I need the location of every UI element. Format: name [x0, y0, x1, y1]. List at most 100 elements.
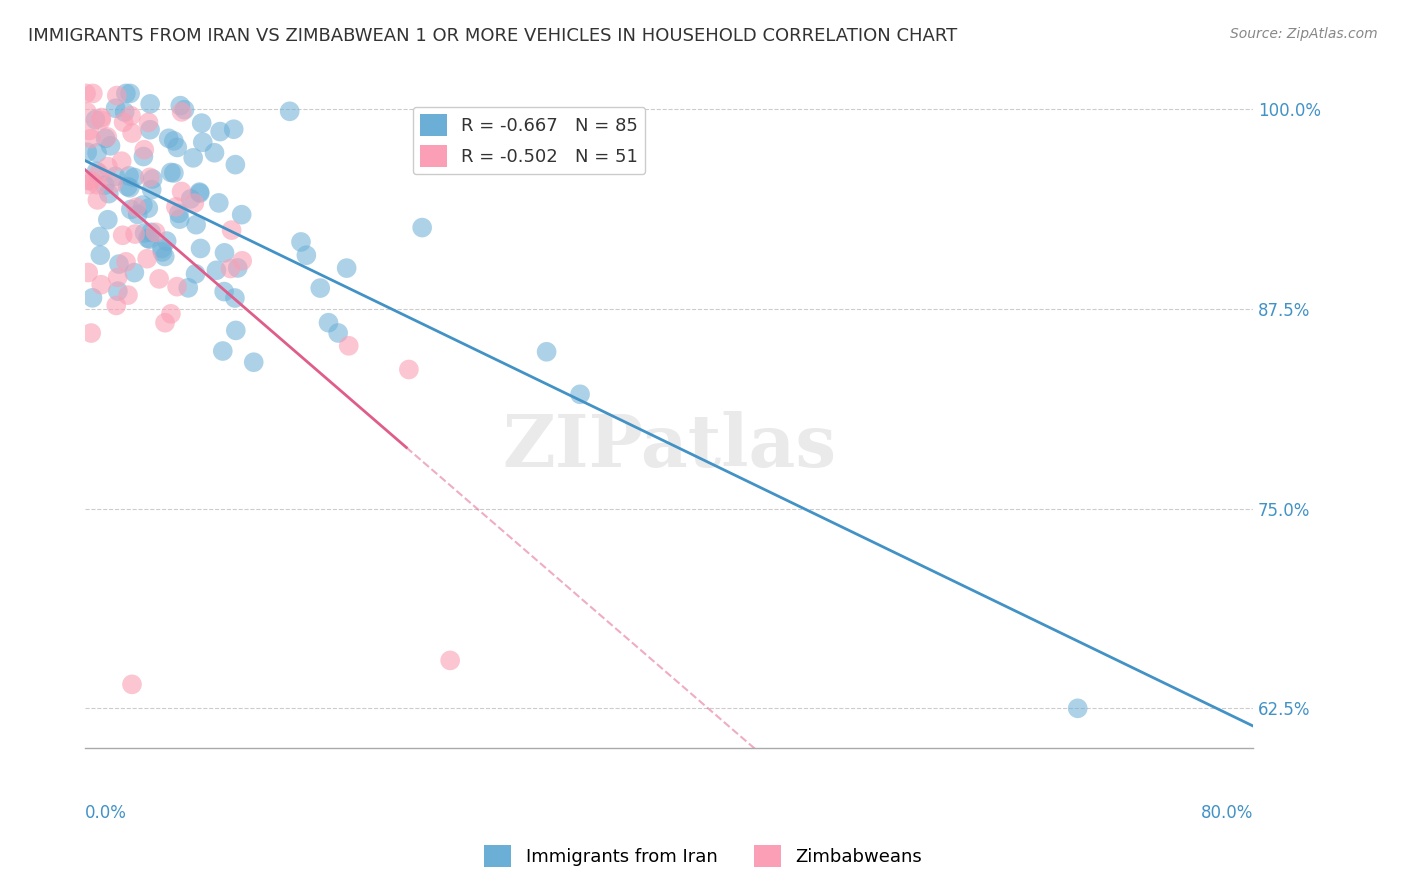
- Immigrants from Iran: [139, 225, 162, 239]
- Immigrants from Iran: [139, 96, 162, 111]
- Zimbabweans: [90, 113, 112, 128]
- Zimbabweans: [134, 143, 156, 157]
- Immigrants from Iran: [336, 261, 359, 276]
- Zimbabweans: [77, 178, 100, 192]
- Immigrants from Iran: [188, 185, 211, 199]
- Immigrants from Iran: [107, 284, 129, 298]
- Zimbabweans: [170, 185, 193, 199]
- Zimbabweans: [105, 88, 128, 103]
- Immigrants from Iran: [184, 218, 207, 232]
- Immigrants from Iran: [212, 285, 235, 299]
- Immigrants from Iran: [169, 98, 191, 112]
- Zimbabweans: [87, 166, 110, 180]
- Zimbabweans: [90, 277, 112, 292]
- Immigrants from Iran: [536, 344, 558, 359]
- Immigrants from Iran: [224, 291, 246, 305]
- Immigrants from Iran: [132, 198, 155, 212]
- Immigrants from Iran: [114, 105, 136, 120]
- Text: Source: ZipAtlas.com: Source: ZipAtlas.com: [1230, 27, 1378, 41]
- Immigrants from Iran: [211, 344, 233, 359]
- Zimbabweans: [136, 252, 159, 266]
- Immigrants from Iran: [318, 316, 340, 330]
- Immigrants from Iran: [97, 186, 120, 201]
- Immigrants from Iran: [167, 206, 190, 220]
- Immigrants from Iran: [205, 263, 228, 277]
- Immigrants from Iran: [156, 234, 179, 248]
- Immigrants from Iran: [86, 164, 108, 178]
- Immigrants from Iran: [141, 183, 163, 197]
- Immigrants from Iran: [231, 208, 253, 222]
- Immigrants from Iran: [100, 138, 122, 153]
- Zimbabweans: [80, 326, 103, 340]
- Immigrants from Iran: [132, 149, 155, 163]
- Zimbabweans: [112, 115, 135, 129]
- Immigrants from Iran: [82, 291, 104, 305]
- Immigrants from Iran: [160, 165, 183, 179]
- Zimbabweans: [96, 129, 118, 144]
- Immigrants from Iran: [136, 201, 159, 215]
- Immigrants from Iran: [278, 104, 301, 119]
- Immigrants from Iran: [89, 229, 111, 244]
- Zimbabweans: [125, 200, 148, 214]
- Text: 0.0%: 0.0%: [86, 805, 127, 822]
- Immigrants from Iran: [177, 281, 200, 295]
- Immigrants from Iran: [118, 169, 141, 183]
- Immigrants from Iran: [150, 244, 173, 259]
- Zimbabweans: [97, 160, 120, 174]
- Immigrants from Iran: [411, 220, 433, 235]
- Zimbabweans: [107, 270, 129, 285]
- Immigrants from Iran: [97, 212, 120, 227]
- Immigrants from Iran: [1067, 701, 1090, 715]
- Zimbabweans: [105, 298, 128, 312]
- Immigrants from Iran: [136, 231, 159, 245]
- Zimbabweans: [124, 227, 146, 241]
- Immigrants from Iran: [108, 257, 131, 271]
- Immigrants from Iran: [225, 323, 247, 337]
- Zimbabweans: [120, 109, 142, 123]
- Immigrants from Iran: [104, 101, 127, 115]
- Zimbabweans: [145, 225, 167, 239]
- Immigrants from Iran: [76, 145, 98, 160]
- Immigrants from Iran: [163, 166, 186, 180]
- Immigrants from Iran: [328, 326, 350, 340]
- Zimbabweans: [77, 266, 100, 280]
- Immigrants from Iran: [214, 245, 236, 260]
- Zimbabweans: [101, 176, 124, 190]
- Zimbabweans: [138, 115, 160, 129]
- Immigrants from Iran: [115, 87, 138, 101]
- Immigrants from Iran: [222, 122, 245, 136]
- Immigrants from Iran: [120, 87, 142, 101]
- Zimbabweans: [148, 272, 170, 286]
- Immigrants from Iran: [150, 242, 173, 256]
- Zimbabweans: [439, 653, 461, 667]
- Immigrants from Iran: [124, 170, 146, 185]
- Immigrants from Iran: [173, 103, 195, 117]
- Immigrants from Iran: [93, 178, 115, 193]
- Immigrants from Iran: [89, 248, 111, 262]
- Immigrants from Iran: [118, 181, 141, 195]
- Immigrants from Iran: [181, 151, 204, 165]
- Immigrants from Iran: [184, 267, 207, 281]
- Zimbabweans: [115, 255, 138, 269]
- Immigrants from Iran: [163, 134, 186, 148]
- Immigrants from Iran: [166, 140, 188, 154]
- Zimbabweans: [90, 111, 112, 125]
- Zimbabweans: [337, 339, 360, 353]
- Immigrants from Iran: [309, 281, 332, 295]
- Immigrants from Iran: [190, 116, 212, 130]
- Immigrants from Iran: [242, 355, 264, 369]
- Zimbabweans: [86, 178, 108, 192]
- Zimbabweans: [82, 87, 104, 101]
- Zimbabweans: [76, 105, 98, 120]
- Immigrants from Iran: [124, 266, 146, 280]
- Immigrants from Iran: [84, 112, 107, 127]
- Immigrants from Iran: [226, 260, 249, 275]
- Immigrants from Iran: [204, 145, 226, 160]
- Zimbabweans: [219, 261, 242, 276]
- Zimbabweans: [166, 279, 188, 293]
- Zimbabweans: [80, 174, 103, 188]
- Zimbabweans: [111, 154, 134, 169]
- Zimbabweans: [170, 104, 193, 119]
- Immigrants from Iran: [86, 145, 108, 160]
- Zimbabweans: [117, 288, 139, 302]
